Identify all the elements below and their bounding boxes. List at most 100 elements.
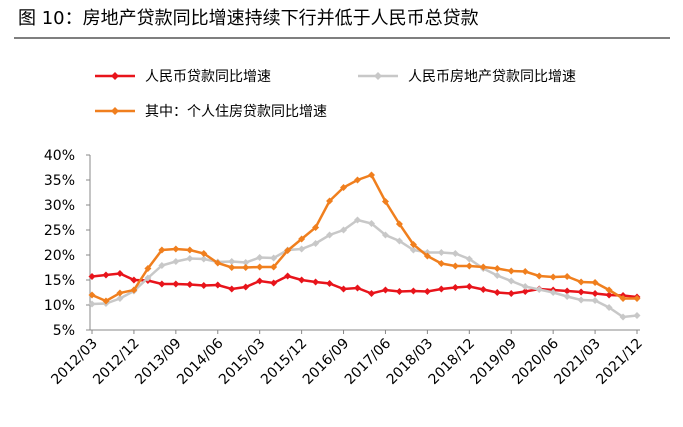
point [367,290,375,297]
point [521,283,529,290]
point [172,280,180,288]
point [381,231,389,239]
point [451,284,459,291]
point [144,265,152,272]
y-tick-label: 15% [44,273,75,289]
point [563,273,571,280]
point [228,264,236,271]
point [256,263,264,271]
point [256,277,264,285]
point [507,290,515,297]
point [395,220,403,228]
point [423,288,431,295]
point [88,291,96,299]
point [158,246,166,254]
point [395,237,403,245]
point [186,281,194,288]
point [605,291,613,299]
y-tick-label: 35% [44,173,75,189]
point [88,273,96,280]
point [465,283,473,290]
point [465,255,473,263]
point [130,276,138,284]
series-line [91,173,637,303]
y-tick-label: 30% [44,198,75,214]
point [354,216,362,224]
point [577,288,585,296]
point [367,220,375,227]
point [437,285,445,293]
point [228,258,236,265]
point [340,285,348,293]
point [437,260,445,267]
point [367,171,375,179]
point [298,245,306,253]
point [200,255,208,263]
point [354,176,362,184]
point [200,250,208,257]
point [493,289,501,296]
point [116,270,124,277]
point [507,267,515,275]
point [186,246,194,254]
point [633,295,641,302]
point [437,249,445,256]
point [354,284,362,292]
point [298,276,306,284]
point [172,258,180,265]
point [200,282,208,289]
point [256,254,264,261]
legend-label: 其中：个人住房贷款同比增速 [145,104,327,120]
point [577,278,585,286]
point [409,246,417,254]
point [493,265,501,272]
y-tick-label: 25% [44,223,75,239]
point [605,286,613,294]
series-line [91,218,638,319]
point [549,289,557,296]
point [298,235,306,243]
y-tick-label: 20% [44,248,75,264]
legend-marker [111,107,119,115]
point [465,262,473,270]
point [312,278,320,286]
point [563,287,571,295]
point [242,283,250,291]
point [312,240,320,247]
point [214,259,222,267]
point [381,198,389,205]
y-tick-label: 40% [44,148,75,164]
legend-label: 人民币房地产贷款同比增速 [408,69,576,85]
point [381,286,389,294]
point [270,263,278,271]
point [409,241,417,248]
point [144,274,152,282]
point [507,277,515,285]
point [102,271,110,279]
point [88,300,96,308]
point [326,231,334,239]
point [535,272,543,280]
point [563,293,571,300]
series-line [91,272,638,299]
point [493,272,501,279]
point [619,295,627,302]
point [312,224,320,231]
legend-label: 人民币贷款同比增速 [145,69,271,85]
y-tick-label: 5% [53,323,75,339]
point [633,312,641,319]
point [591,279,599,286]
point [549,273,557,281]
point [172,245,180,253]
point [409,287,417,295]
point [270,254,278,262]
y-tick-label: 10% [44,298,75,314]
point [619,313,627,321]
point [521,268,529,275]
point [605,304,613,311]
point [451,262,459,270]
point [340,184,348,191]
point [270,279,278,287]
